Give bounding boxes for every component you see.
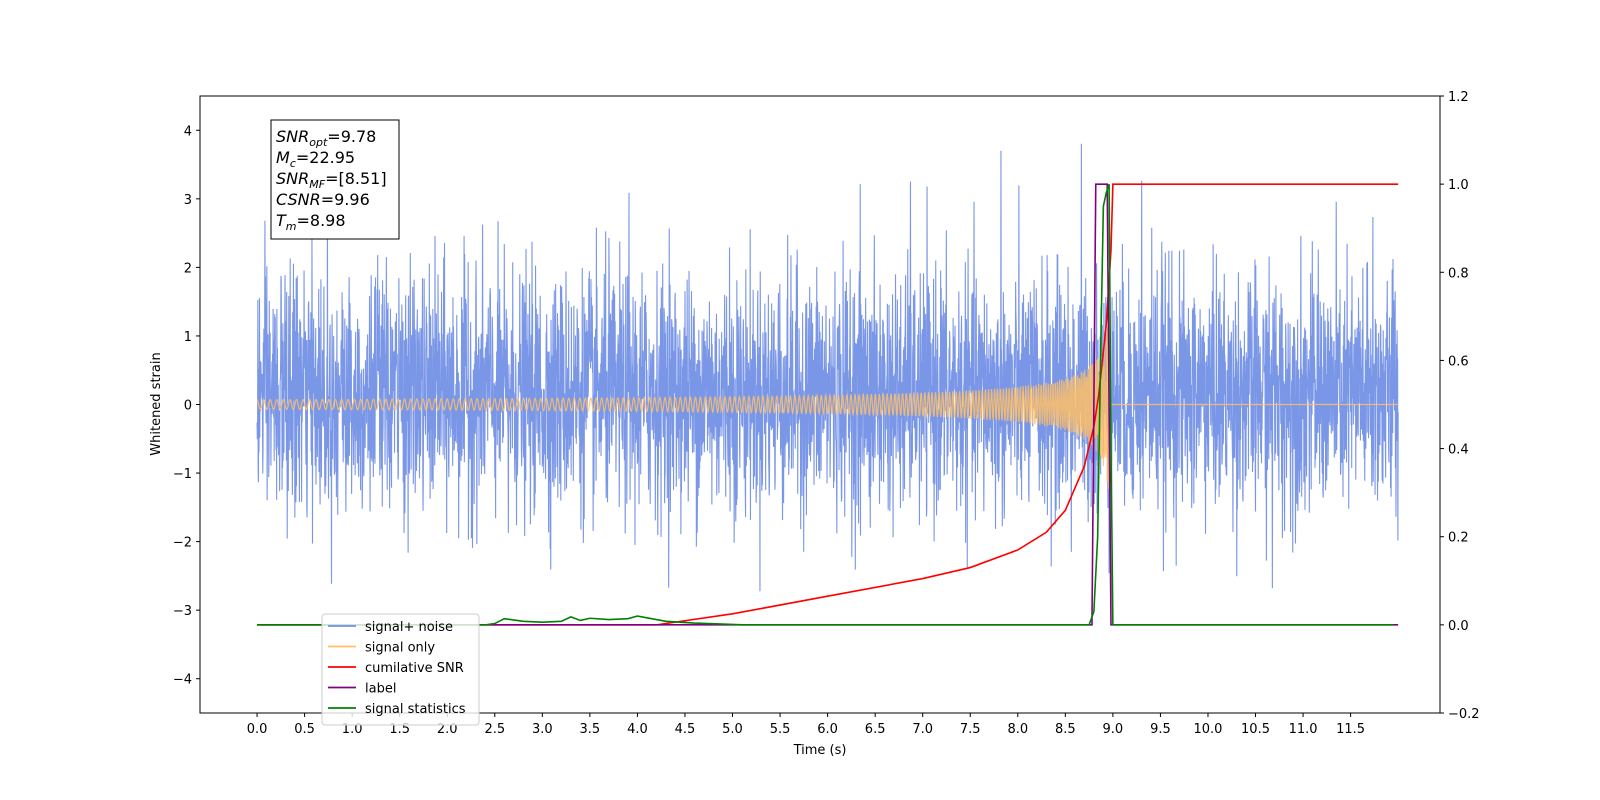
y2-tick-label: 0.2	[1448, 531, 1469, 546]
series-signal-noise-line	[256, 143, 1399, 592]
x-tick-label: 1.5	[389, 722, 410, 737]
y-tick-label: 2	[184, 261, 192, 276]
x-tick-label: 4.0	[627, 722, 648, 737]
y-tick-label: 4	[184, 124, 192, 139]
y2-tick-label: 0.0	[1448, 619, 1469, 634]
legend-label: signal+ noise	[365, 620, 453, 635]
x-tick-label: 5.0	[722, 722, 743, 737]
y2-tick-label: 0.8	[1448, 266, 1469, 281]
y2-tick-label: 0.6	[1448, 354, 1469, 369]
x-tick-label: 10.5	[1241, 722, 1270, 737]
x-tick-label: 9.5	[1150, 722, 1171, 737]
annotation-line: Tm=8.98	[276, 211, 346, 233]
annotation-line: SNRMF=[8.51]	[276, 169, 387, 191]
y-tick-label: −1	[173, 467, 192, 482]
x-tick-label: 0.0	[247, 722, 268, 737]
y-axis-left: 4 3 2 1 0 −1 −2 −3 −4	[173, 124, 200, 688]
y-tick-label: 3	[184, 193, 192, 208]
x-tick-label: 2.5	[484, 722, 505, 737]
y2-tick-label: 1.2	[1448, 90, 1469, 105]
annotation-line: SNRopt=9.78	[276, 127, 376, 149]
x-tick-label: 9.0	[1103, 722, 1124, 737]
y-axis-label: Whitened strain	[149, 352, 164, 455]
stats-annotation-box: SNRopt=9.78Mc=22.95SNRMF=[8.51]CSNR=9.96…	[270, 119, 400, 240]
y-tick-label: −2	[173, 536, 192, 551]
y2-tick-label: 0.4	[1448, 443, 1469, 458]
x-tick-label: 3.0	[532, 722, 553, 737]
x-tick-label: 4.5	[675, 722, 696, 737]
x-tick-label: 8.5	[1055, 722, 1076, 737]
x-tick-label: 0.5	[294, 722, 315, 737]
legend-label: signal statistics	[365, 702, 466, 717]
y-tick-label: 1	[184, 330, 192, 345]
x-tick-label: 1.0	[342, 722, 363, 737]
y-tick-label: 0	[184, 399, 192, 414]
x-tick-label: 11.5	[1336, 722, 1365, 737]
series-signal-only-line	[256, 315, 1399, 498]
y-axis-right: 1.2 1.0 0.8 0.6 0.4 0.2 0.0 −0.2	[1440, 90, 1480, 722]
x-axis-label: Time (s)	[793, 743, 847, 758]
annotation-box-frame	[270, 119, 400, 240]
legend-label: signal only	[365, 641, 435, 656]
y-tick-label: −4	[173, 673, 192, 688]
series-signal-statistics-line	[257, 183, 1394, 626]
y2-tick-label: 1.0	[1448, 178, 1469, 193]
legend-frame	[321, 613, 480, 726]
x-tick-label: 10.0	[1193, 722, 1222, 737]
x-tick-label: 5.5	[770, 722, 791, 737]
legend: signal+ noise signal only cumilative SNR la…	[321, 613, 480, 726]
y2-tick-label: −0.2	[1448, 707, 1480, 722]
annotation-line: CSNR=9.96	[276, 190, 370, 209]
legend-label: label	[365, 682, 396, 697]
x-tick-label: 6.5	[865, 722, 886, 737]
x-axis: 0.0 0.5 1.0 1.5 2.0 2.5 3.0 3.5 4.0 4.5 5.0 5.5 6.0 6…	[247, 713, 1365, 737]
x-tick-label: 8.0	[1007, 722, 1028, 737]
x-tick-label: 7.0	[912, 722, 933, 737]
x-tick-label: 2.0	[437, 722, 458, 737]
plot-area	[256, 143, 1399, 626]
y-tick-label: −3	[173, 604, 192, 619]
legend-label: cumilative SNR	[365, 661, 464, 676]
x-tick-label: 3.5	[580, 722, 601, 737]
x-tick-label: 7.5	[960, 722, 981, 737]
x-tick-label: 11.0	[1289, 722, 1318, 737]
annotation-line: Mc=22.95	[276, 148, 355, 170]
x-tick-label: 6.0	[817, 722, 838, 737]
